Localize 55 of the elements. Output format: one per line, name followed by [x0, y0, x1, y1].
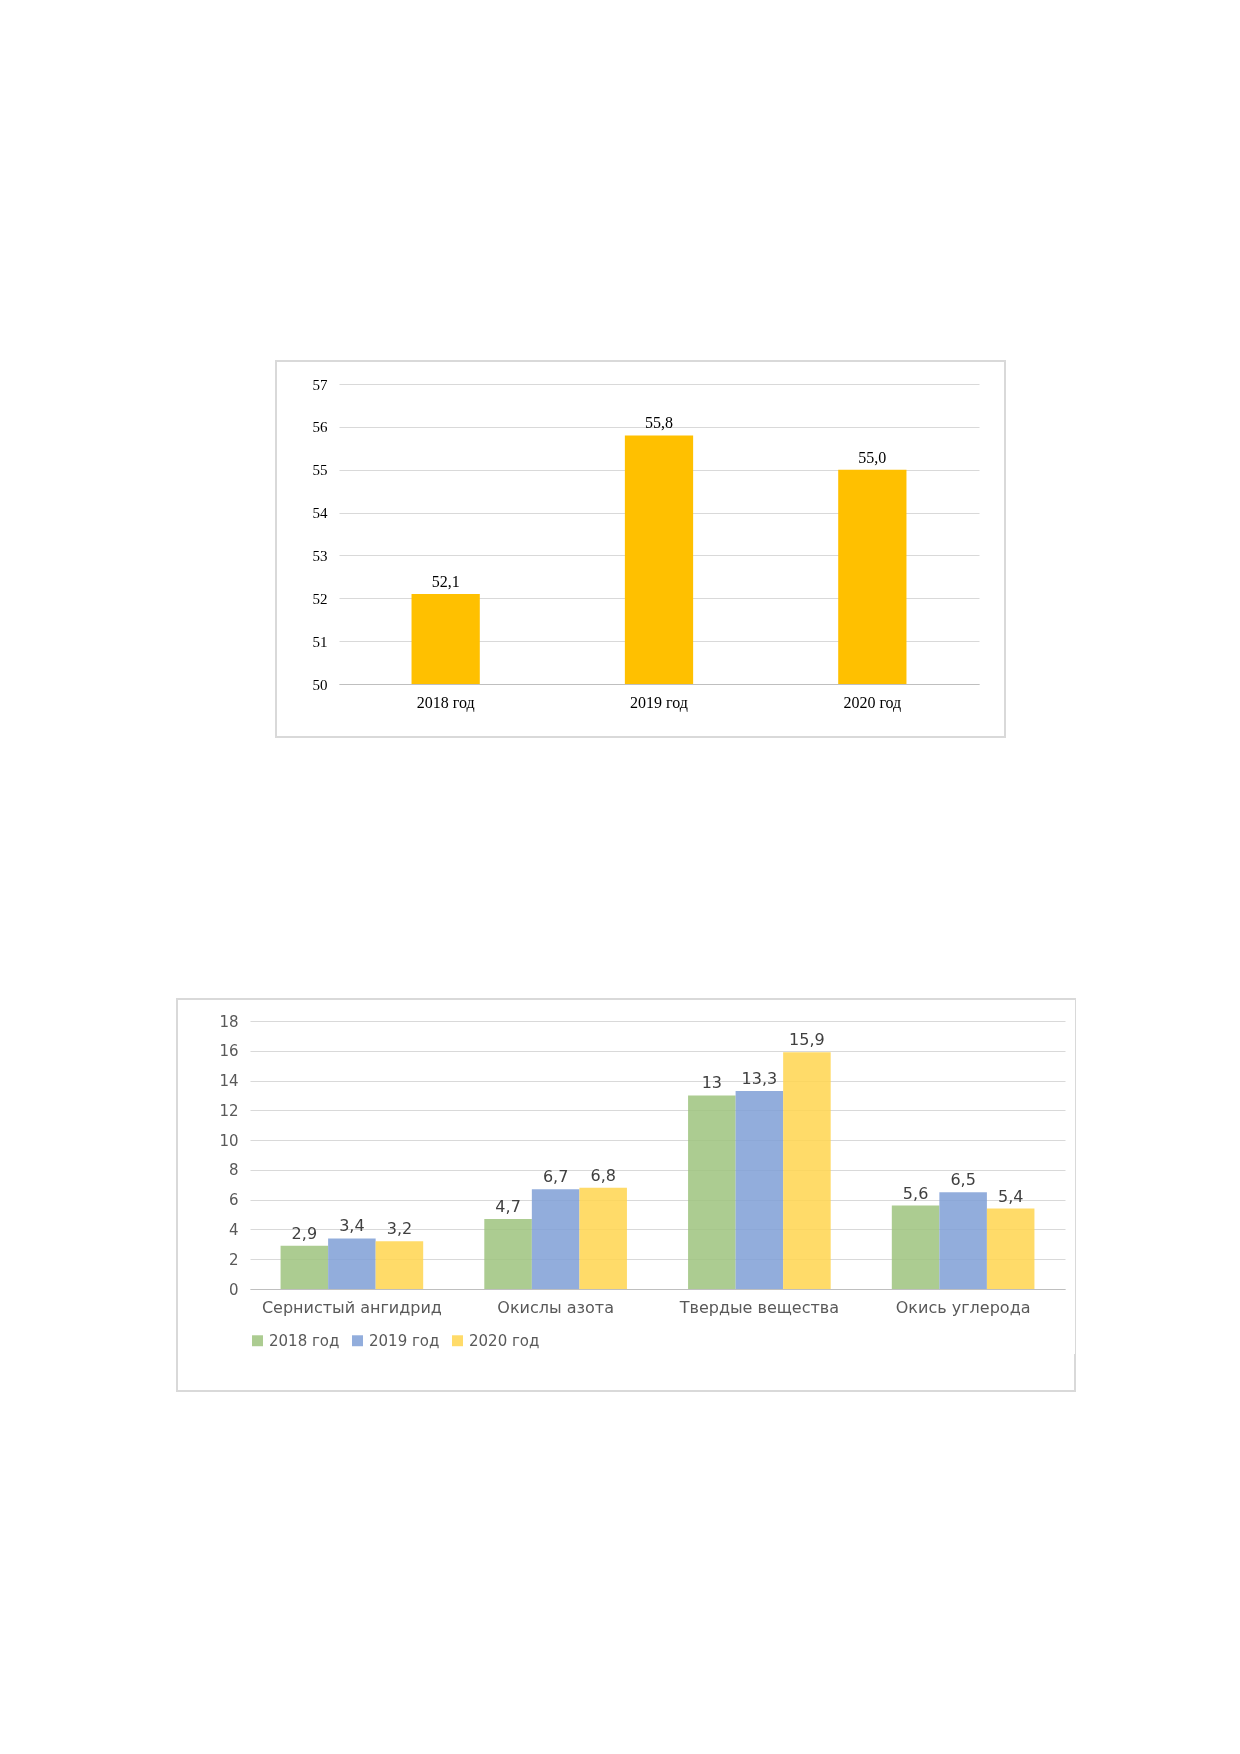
bar: [328, 1238, 376, 1289]
data-label: 4,7: [495, 1197, 521, 1217]
data-label: 13,3: [741, 1068, 778, 1088]
y-tick-label: 2: [228, 1250, 239, 1269]
y-tick-label: 12: [219, 1101, 239, 1120]
data-label: 2,9: [291, 1223, 318, 1243]
legend-label: 2019 год: [369, 1331, 440, 1350]
x-tick-label: 2018 год: [416, 693, 475, 712]
data-label: 6,7: [542, 1167, 569, 1187]
bar: [939, 1192, 987, 1289]
data-label: 5,6: [902, 1183, 929, 1203]
x-tick-label: Твердые вещества: [678, 1297, 840, 1317]
bar: [986, 1208, 1035, 1289]
bar: [280, 1245, 329, 1289]
y-tick-label: 4: [228, 1220, 239, 1239]
data-label: 3,4: [339, 1216, 365, 1236]
legend-label: 2018 год: [269, 1331, 340, 1350]
data-label: 5,4: [997, 1186, 1024, 1206]
x-tick-label: Окислы азота: [497, 1297, 614, 1317]
y-tick-label: 50: [312, 676, 328, 693]
bar: [579, 1187, 627, 1289]
y-tick-label: 54: [312, 505, 328, 522]
bar: [375, 1241, 424, 1289]
x-tick-label: Окись углерода: [895, 1297, 1031, 1317]
y-tick-label: 0: [228, 1280, 239, 1299]
data-label: 55,0: [858, 448, 887, 466]
data-label: 6,8: [590, 1165, 616, 1185]
bar: [783, 1052, 831, 1289]
bar: [484, 1219, 532, 1289]
y-tick-label: 16: [219, 1042, 239, 1061]
data-label: 3,2: [386, 1219, 413, 1239]
data-label: 15,9: [789, 1030, 825, 1050]
data-label: 55,8: [645, 414, 673, 432]
data-label: 52,1: [431, 573, 460, 590]
x-tick-label: 2019 год: [630, 693, 688, 712]
y-tick-label: 18: [219, 1012, 239, 1031]
bar: [688, 1095, 736, 1289]
y-tick-label: 57: [312, 376, 328, 393]
y-tick-label: 10: [219, 1131, 239, 1150]
data-label: 13: [701, 1073, 723, 1093]
y-tick-label: 56: [312, 419, 328, 436]
x-tick-label: Сернистый ангидрид: [261, 1297, 442, 1317]
y-tick-label: 53: [312, 547, 328, 564]
bar: [891, 1205, 940, 1289]
bar: [735, 1090, 784, 1289]
legend-label: 2020 год: [469, 1331, 540, 1350]
y-tick-label: 6: [228, 1191, 239, 1210]
data-label: 6,5: [950, 1170, 976, 1190]
y-tick-label: 52: [312, 590, 328, 607]
y-tick-label: 8: [228, 1161, 239, 1180]
y-tick-label: 51: [312, 633, 328, 650]
x-tick-label: 2020 год: [843, 693, 902, 712]
y-tick-label: 14: [219, 1072, 239, 1091]
y-tick-label: 55: [312, 462, 328, 479]
bar: [531, 1189, 580, 1289]
